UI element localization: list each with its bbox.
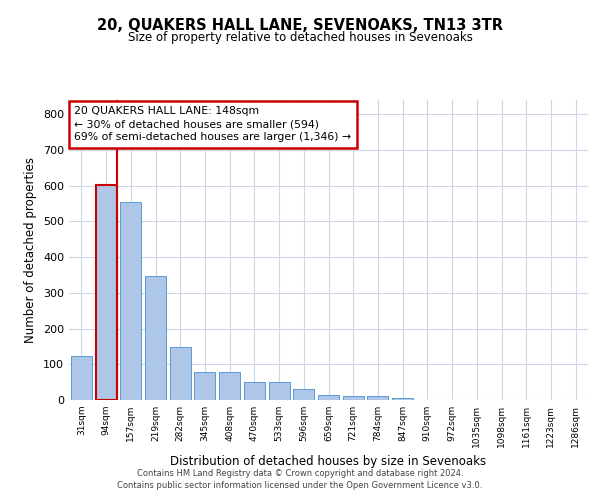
Bar [219, 372, 240, 400]
Text: 20 QUAKERS HALL LANE: 148sqm
← 30% of detached houses are smaller (594)
69% of s: 20 QUAKERS HALL LANE: 148sqm ← 30% of de… [74, 106, 352, 142]
X-axis label: Distribution of detached houses by size in Sevenoaks: Distribution of detached houses by size … [170, 456, 487, 468]
Bar [95, 184, 116, 400]
Text: Contains public sector information licensed under the Open Government Licence v3: Contains public sector information licen… [118, 481, 482, 490]
Text: Size of property relative to detached houses in Sevenoaks: Size of property relative to detached ho… [128, 31, 472, 44]
Bar [343, 396, 364, 400]
Bar [71, 356, 92, 400]
Text: 20, QUAKERS HALL LANE, SEVENOAKS, TN13 3TR: 20, QUAKERS HALL LANE, SEVENOAKS, TN13 3… [97, 18, 503, 32]
Bar [318, 395, 339, 400]
Bar [170, 347, 191, 400]
Bar [145, 276, 166, 400]
Bar [392, 398, 413, 400]
Bar [367, 396, 388, 400]
Y-axis label: Number of detached properties: Number of detached properties [25, 157, 37, 343]
Text: Contains HM Land Registry data © Crown copyright and database right 2024.: Contains HM Land Registry data © Crown c… [137, 468, 463, 477]
Bar [269, 382, 290, 400]
Bar [244, 382, 265, 400]
Bar [293, 390, 314, 400]
Bar [120, 202, 141, 400]
Bar [194, 372, 215, 400]
